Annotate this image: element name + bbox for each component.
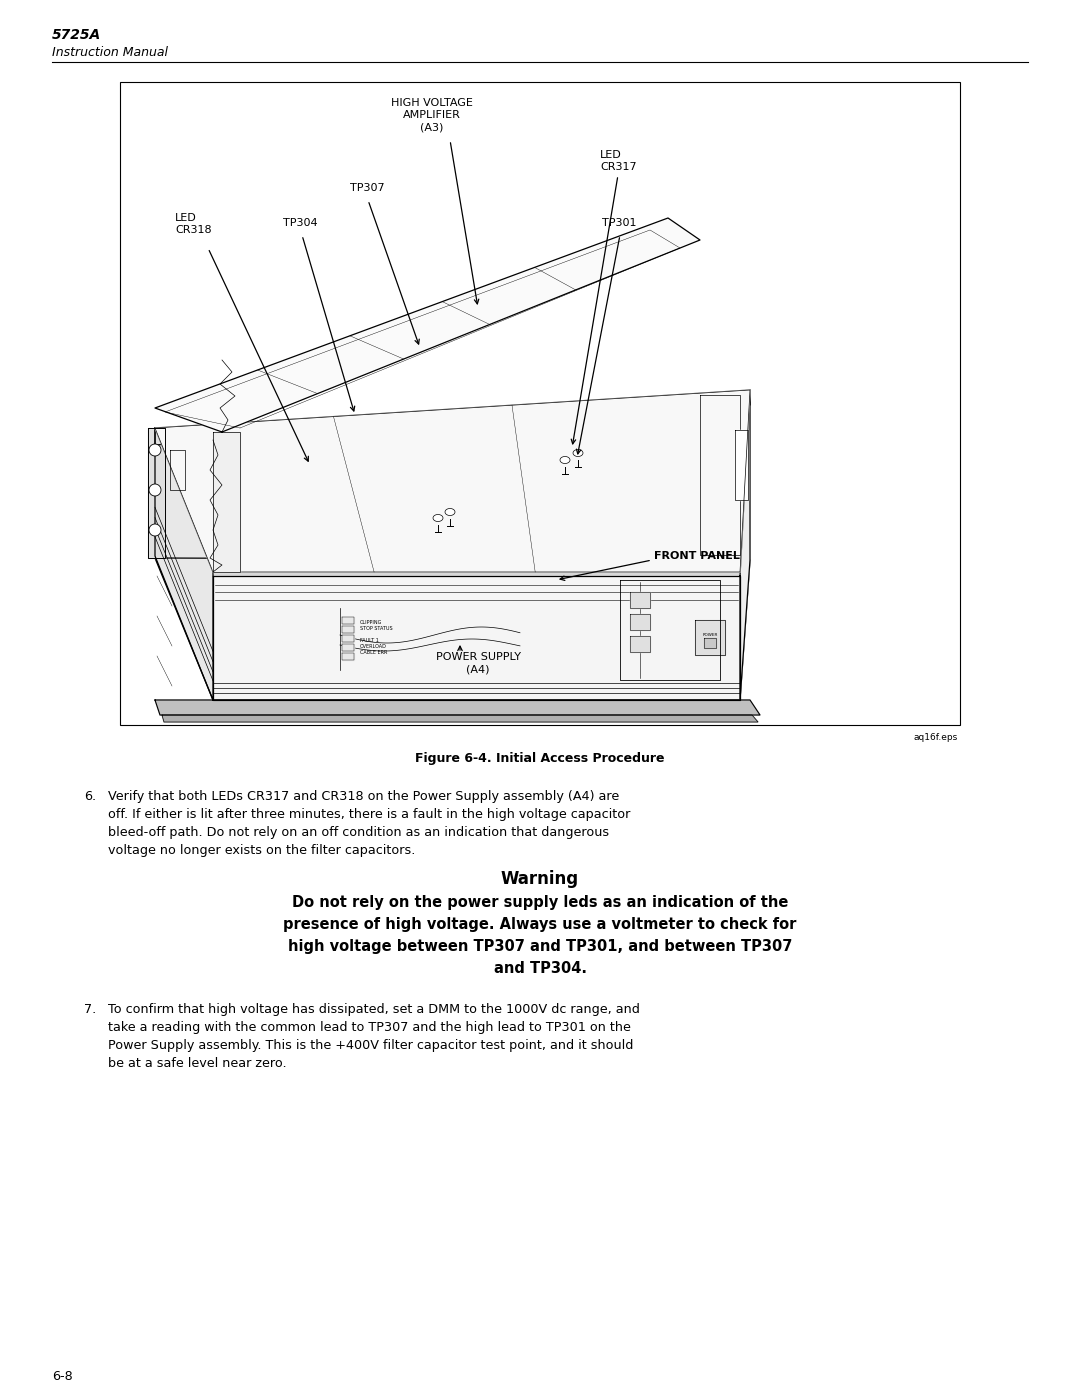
Polygon shape bbox=[433, 514, 443, 521]
Polygon shape bbox=[156, 390, 750, 571]
Text: take a reading with the common lead to TP307 and the high lead to TP301 on the: take a reading with the common lead to T… bbox=[108, 1021, 631, 1034]
Text: bleed-off path. Do not rely on an off condition as an indication that dangerous: bleed-off path. Do not rely on an off co… bbox=[108, 826, 609, 840]
Polygon shape bbox=[704, 638, 716, 648]
Text: Figure 6-4. Initial Access Procedure: Figure 6-4. Initial Access Procedure bbox=[415, 752, 665, 766]
Polygon shape bbox=[213, 432, 240, 571]
Polygon shape bbox=[630, 636, 650, 652]
Text: HIGH VOLTAGE
AMPLIFIER
(A3): HIGH VOLTAGE AMPLIFIER (A3) bbox=[391, 98, 473, 133]
Text: off. If either is lit after three minutes, there is a fault in the high voltage : off. If either is lit after three minute… bbox=[108, 807, 631, 821]
Polygon shape bbox=[148, 427, 165, 557]
Polygon shape bbox=[156, 557, 750, 700]
Text: Warning: Warning bbox=[501, 870, 579, 888]
Polygon shape bbox=[735, 430, 748, 500]
Polygon shape bbox=[342, 626, 354, 633]
Polygon shape bbox=[561, 457, 570, 464]
Text: To confirm that high voltage has dissipated, set a DMM to the 1000V dc range, an: To confirm that high voltage has dissipa… bbox=[108, 1003, 639, 1016]
Polygon shape bbox=[445, 509, 455, 515]
Text: Power Supply assembly. This is the +400V filter capacitor test point, and it sho: Power Supply assembly. This is the +400V… bbox=[108, 1039, 633, 1052]
Polygon shape bbox=[156, 427, 213, 700]
Polygon shape bbox=[156, 218, 700, 432]
Polygon shape bbox=[740, 390, 750, 700]
Polygon shape bbox=[213, 576, 740, 700]
Polygon shape bbox=[630, 592, 650, 608]
Polygon shape bbox=[342, 644, 354, 651]
Bar bbox=[120, 82, 960, 725]
Text: 7.: 7. bbox=[84, 1003, 96, 1016]
Text: Instruction Manual: Instruction Manual bbox=[52, 46, 168, 59]
Text: TP307: TP307 bbox=[350, 183, 384, 193]
Polygon shape bbox=[156, 390, 750, 446]
Text: Do not rely on the power supply leds as an indication of the: Do not rely on the power supply leds as … bbox=[292, 895, 788, 909]
Circle shape bbox=[149, 524, 161, 536]
Text: presence of high voltage. Always use a voltmeter to check for: presence of high voltage. Always use a v… bbox=[283, 916, 797, 932]
Text: 5725A: 5725A bbox=[52, 28, 102, 42]
Text: and TP304.: and TP304. bbox=[494, 961, 586, 977]
Text: Verify that both LEDs CR317 and CR318 on the Power Supply assembly (A4) are: Verify that both LEDs CR317 and CR318 on… bbox=[108, 789, 619, 803]
Polygon shape bbox=[573, 450, 583, 457]
Polygon shape bbox=[700, 395, 740, 555]
Text: TP304: TP304 bbox=[283, 218, 318, 228]
Text: FAULT 1
OVERLOAD
CABLE ERR: FAULT 1 OVERLOAD CABLE ERR bbox=[360, 638, 388, 655]
Text: LED
CR318: LED CR318 bbox=[175, 212, 212, 236]
Text: TP301: TP301 bbox=[602, 218, 636, 228]
Circle shape bbox=[149, 483, 161, 496]
Polygon shape bbox=[342, 652, 354, 659]
Polygon shape bbox=[696, 620, 725, 655]
Text: FRONT PANEL: FRONT PANEL bbox=[654, 550, 740, 562]
Text: voltage no longer exists on the filter capacitors.: voltage no longer exists on the filter c… bbox=[108, 844, 416, 856]
Text: high voltage between TP307 and TP301, and between TP307: high voltage between TP307 and TP301, an… bbox=[287, 939, 793, 954]
Text: 6.: 6. bbox=[84, 789, 96, 803]
Polygon shape bbox=[630, 615, 650, 630]
Polygon shape bbox=[162, 715, 758, 722]
Polygon shape bbox=[156, 700, 760, 715]
Text: 6-8: 6-8 bbox=[52, 1370, 72, 1383]
Polygon shape bbox=[342, 617, 354, 624]
Circle shape bbox=[149, 444, 161, 455]
Text: POWER SUPPLY
(A4): POWER SUPPLY (A4) bbox=[435, 652, 521, 675]
Text: LED
CR317: LED CR317 bbox=[600, 149, 636, 172]
Text: POWER: POWER bbox=[702, 633, 718, 637]
Polygon shape bbox=[342, 636, 354, 643]
Text: be at a safe level near zero.: be at a safe level near zero. bbox=[108, 1058, 286, 1070]
Text: aq16f.eps: aq16f.eps bbox=[914, 733, 958, 742]
Text: CLIPPING
STOP STATUS: CLIPPING STOP STATUS bbox=[360, 620, 393, 631]
